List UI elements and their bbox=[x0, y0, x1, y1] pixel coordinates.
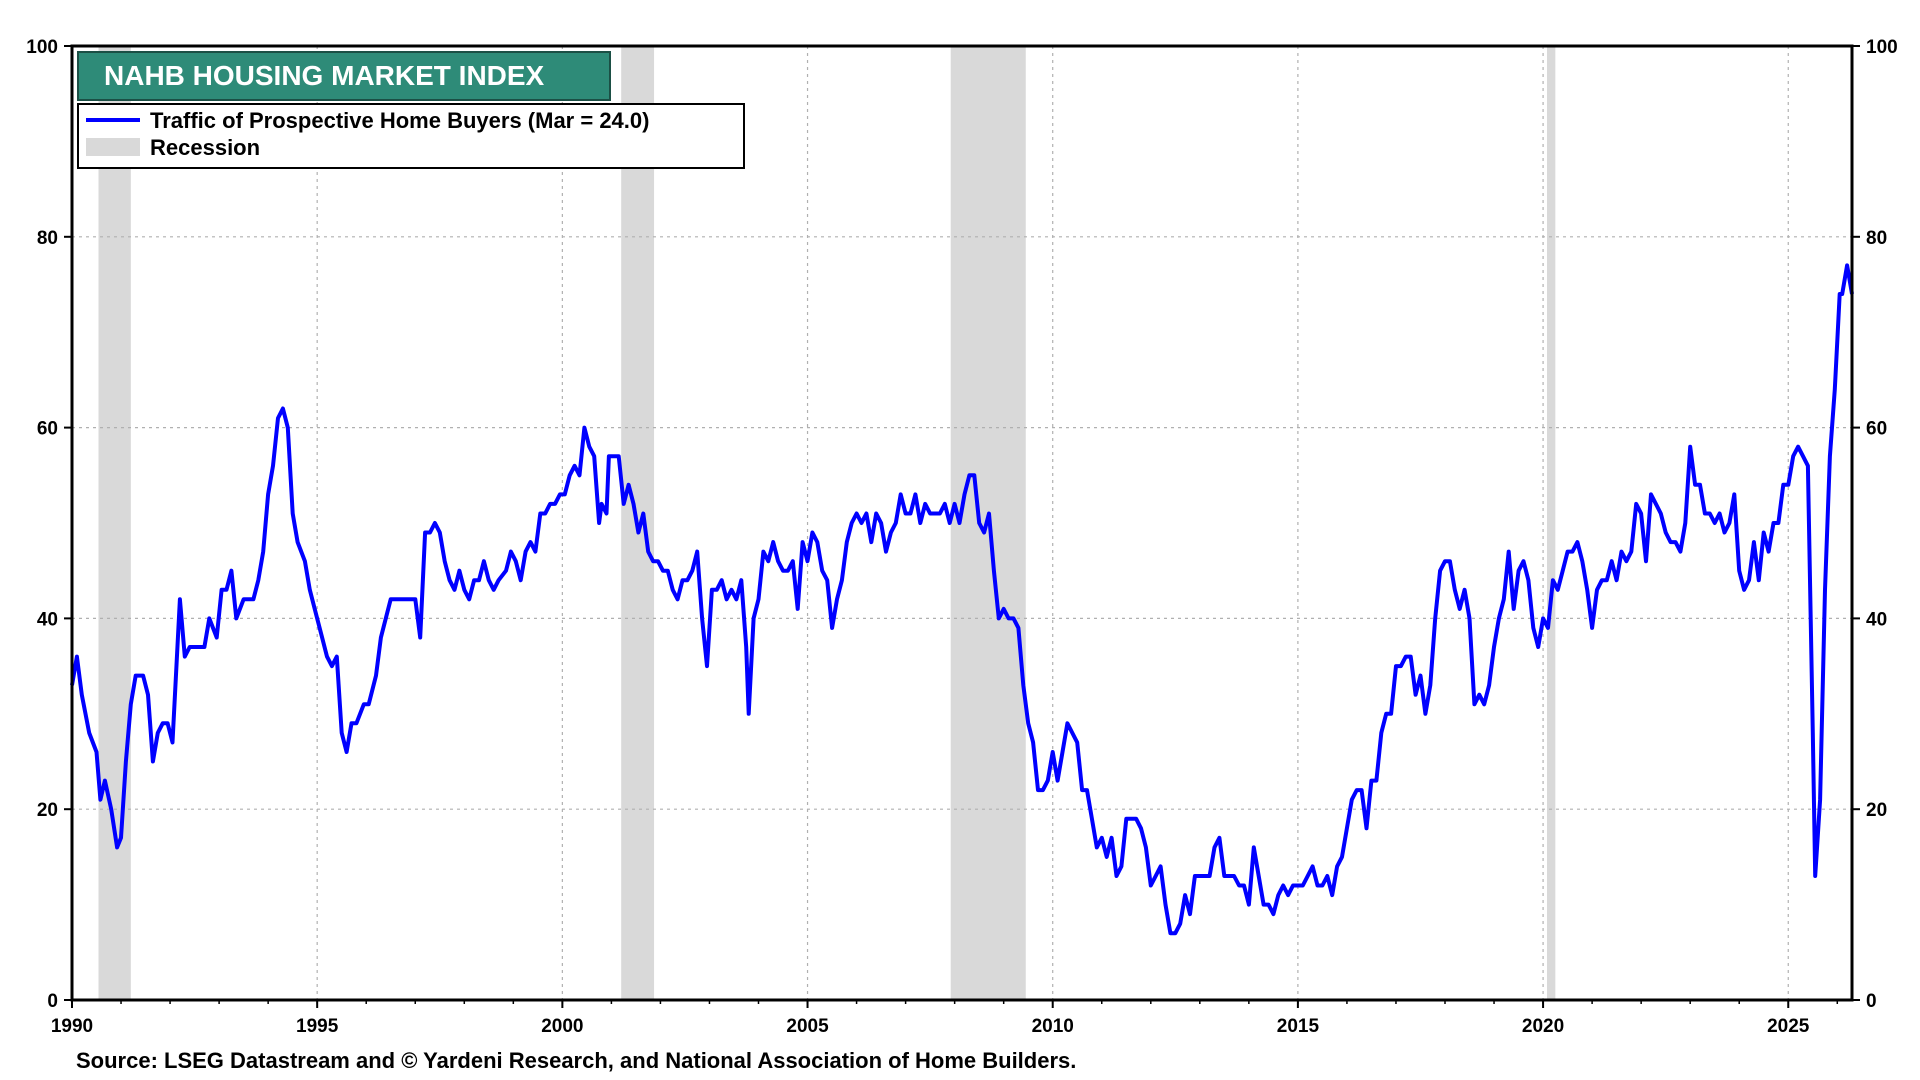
x-tick-label-2025: 2025 bbox=[1767, 1016, 1810, 1037]
legend-label-series: Traffic of Prospective Home Buyers (Mar … bbox=[150, 108, 649, 133]
recession-bands bbox=[98, 46, 1556, 1000]
y-right-tick-label-40: 40 bbox=[1866, 609, 1887, 630]
y-left-tick-label-40: 40 bbox=[37, 609, 58, 630]
x-tick-label-2010: 2010 bbox=[1032, 1016, 1074, 1037]
y-right-tick-label-100: 100 bbox=[1866, 37, 1898, 58]
chart-title: NAHB HOUSING MARKET INDEX bbox=[104, 60, 545, 91]
y-right-tick-label-20: 20 bbox=[1866, 800, 1887, 821]
y-left-tick-label-20: 20 bbox=[37, 800, 58, 821]
y-axis-right: 0 20 40 60 80 100 bbox=[1852, 37, 1898, 1012]
y-right-tick-label-60: 60 bbox=[1866, 419, 1887, 440]
x-tick-label-2015: 2015 bbox=[1277, 1016, 1320, 1037]
recession-band-3 bbox=[1546, 46, 1556, 1000]
x-tick-label-2000: 2000 bbox=[541, 1016, 583, 1037]
y-right-tick-label-0: 0 bbox=[1866, 991, 1877, 1012]
x-tick-label-2020: 2020 bbox=[1522, 1016, 1564, 1037]
legend: Traffic of Prospective Home Buyers (Mar … bbox=[77, 103, 745, 169]
x-tick-label-1995: 1995 bbox=[296, 1016, 339, 1037]
y-axis-left: 0 20 40 60 80 100 bbox=[26, 37, 72, 1012]
title-box: NAHB HOUSING MARKET INDEX bbox=[77, 51, 611, 101]
y-right-tick-label-80: 80 bbox=[1866, 228, 1887, 249]
x-axis: 1990 1995 2000 2005 2010 2015 2020 2025 bbox=[51, 1000, 1839, 1037]
legend-box bbox=[77, 103, 745, 169]
x-tick-label-1990: 1990 bbox=[51, 1016, 93, 1037]
grid-lines bbox=[72, 46, 1852, 1000]
y-left-tick-label-60: 60 bbox=[37, 419, 58, 440]
x-tick-label-2005: 2005 bbox=[786, 1016, 829, 1037]
legend-swatch-recession bbox=[86, 138, 140, 156]
plot-frame bbox=[70, 44, 1854, 1002]
legend-label-recession: Recession bbox=[150, 135, 260, 160]
source-note: Source: LSEG Datastream and © Yardeni Re… bbox=[76, 1048, 1076, 1073]
y-left-tick-label-100: 100 bbox=[26, 37, 58, 58]
y-left-tick-label-0: 0 bbox=[47, 991, 58, 1012]
series-line-traffic bbox=[70, 263, 1854, 936]
title-background bbox=[77, 51, 611, 101]
recession-band-0 bbox=[98, 46, 131, 1000]
y-left-tick-label-80: 80 bbox=[37, 228, 58, 249]
